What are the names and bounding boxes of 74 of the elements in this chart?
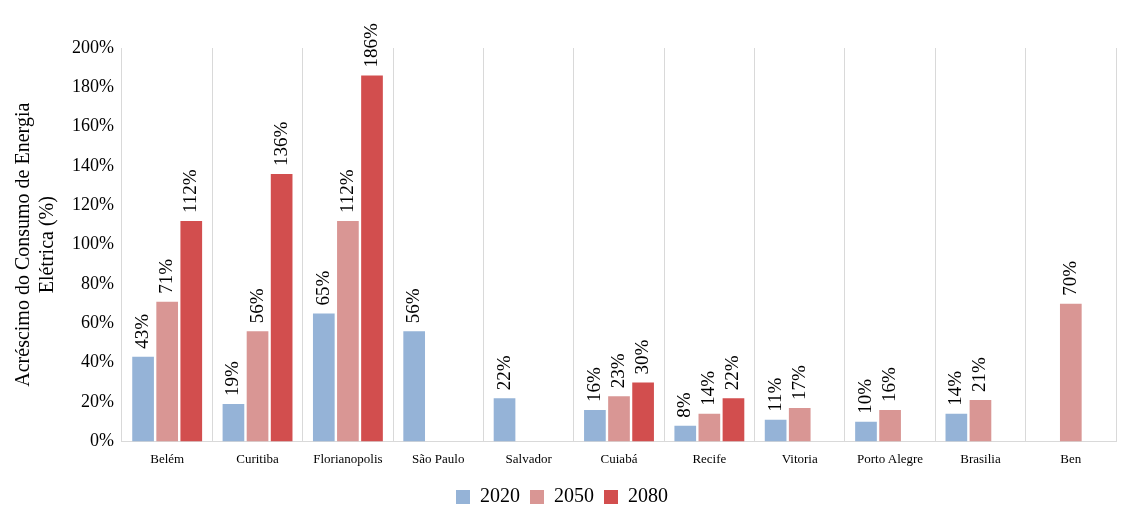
y-tick-label: 200%: [71, 36, 114, 57]
bar: [879, 409, 901, 442]
x-tick-label: São Paulo: [412, 450, 465, 466]
x-tick-label: Recife: [692, 450, 727, 466]
legend-label: 2050: [554, 484, 594, 507]
x-tick-label: Cuiabá: [600, 450, 638, 466]
bar: [788, 407, 811, 442]
legend-label: 2020: [480, 484, 520, 507]
y-tick-label: 100%: [71, 233, 114, 254]
x-tick-label: Vitoria: [781, 450, 818, 466]
data-label: 43%: [131, 313, 153, 349]
y-tick-label: 140%: [71, 154, 114, 175]
y-tick-label: 160%: [71, 115, 114, 136]
bar: [337, 221, 359, 442]
data-label: 19%: [221, 361, 243, 397]
y-tick-label: 20%: [80, 390, 114, 411]
x-tick-label: Ben: [1060, 450, 1082, 466]
y-tick-label: 0%: [89, 430, 114, 451]
bar: [764, 419, 787, 442]
bar: [222, 404, 245, 442]
bar: [855, 421, 877, 442]
data-label: 16%: [582, 366, 604, 402]
bar: [722, 398, 745, 442]
bar: [584, 409, 606, 442]
bar: [246, 331, 269, 442]
data-label: 112%: [335, 169, 357, 214]
data-label: 70%: [1058, 260, 1080, 296]
bar: [132, 356, 154, 442]
bar: [403, 331, 426, 442]
bar: [156, 301, 179, 442]
x-tick-label: Brasilia: [960, 450, 1001, 466]
y-axis-title: Acréscimo do Consumo de Energia Elétrica (%): [11, 102, 59, 387]
data-label: 30%: [631, 339, 653, 375]
y-tick-label: 60%: [80, 312, 114, 333]
bar: [1059, 303, 1082, 442]
data-label: 65%: [311, 270, 333, 306]
bar: [632, 382, 654, 442]
data-label: 11%: [763, 377, 785, 412]
data-label: 10%: [853, 378, 875, 414]
x-tick-label: Florianopolis: [313, 450, 383, 466]
data-label: 22%: [721, 355, 743, 391]
data-label: 186%: [359, 23, 381, 68]
data-label: 8%: [673, 392, 695, 418]
bar: [312, 313, 335, 442]
bar: [698, 413, 721, 442]
legend-label: 2080: [628, 484, 668, 507]
data-label: 71%: [155, 258, 177, 294]
bar: [493, 398, 516, 442]
data-label: 136%: [269, 121, 291, 166]
data-label: 23%: [606, 353, 628, 389]
bar: [608, 396, 630, 442]
bar: [674, 425, 697, 442]
data-label: 21%: [968, 357, 990, 393]
x-tick-label: Salvador: [505, 450, 553, 466]
y-tick-label: 180%: [71, 76, 114, 97]
x-tick-label: Belém: [150, 450, 185, 466]
data-label: 16%: [878, 366, 900, 402]
bar: [361, 75, 383, 442]
data-label: 112%: [179, 169, 201, 214]
y-tick-label: 120%: [71, 194, 114, 215]
bar: [180, 221, 203, 442]
bar: [945, 413, 968, 442]
data-label: 22%: [492, 355, 514, 391]
bar: [969, 400, 992, 442]
y-tick-label: 80%: [80, 272, 114, 293]
bar: [270, 173, 293, 442]
x-tick-label: Porto Alegre: [857, 450, 924, 466]
data-label: 56%: [402, 288, 424, 324]
data-label: 14%: [697, 370, 719, 406]
data-label: 17%: [787, 364, 809, 400]
y-tick-label: 40%: [80, 351, 114, 372]
data-label: 14%: [944, 370, 966, 406]
data-label: 56%: [245, 288, 267, 324]
x-tick-label: Curitiba: [236, 450, 280, 466]
